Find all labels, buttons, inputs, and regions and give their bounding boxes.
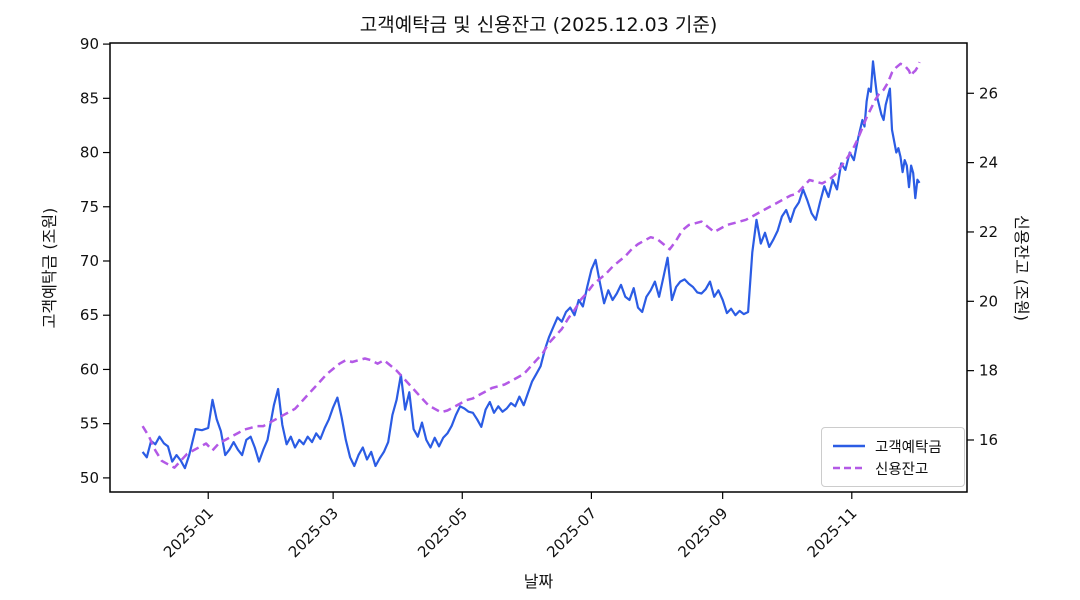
deposit-line (141, 60, 921, 470)
legend-item-credit: 신용잔고 (832, 457, 954, 479)
left-tick-label: 75 (80, 198, 99, 216)
left-tick-label: 70 (80, 252, 99, 270)
x-tick-label: 2025-05 (414, 504, 471, 561)
legend-label-deposit: 고객예탁금 (875, 439, 942, 456)
right-tick-label: 20 (979, 292, 998, 310)
right-tick-label: 26 (979, 84, 998, 102)
x-axis-label: 날짜 (523, 572, 554, 591)
right-tick-label: 24 (979, 154, 998, 172)
x-tick-label: 2025-09 (674, 504, 731, 561)
left-tick-label: 65 (80, 306, 99, 324)
legend: 고객예탁금 신용잔고 (821, 427, 965, 487)
legend-label-credit: 신용잔고 (875, 461, 929, 478)
chart-title: 고객예탁금 및 신용잔고 (2025.12.03 기준) (359, 14, 718, 36)
x-tick-label: 2025-07 (543, 504, 600, 561)
x-tick-label: 2025-01 (160, 504, 217, 561)
x-tick-label: 2025-11 (804, 504, 861, 561)
credit-line-swatch-icon (833, 466, 865, 470)
left-tick-label: 60 (80, 360, 99, 378)
axes-spines (109, 42, 968, 493)
right-tick-label: 16 (979, 431, 998, 449)
left-tick-label: 90 (80, 35, 99, 53)
x-tick-label: 2025-03 (285, 504, 342, 561)
y-axis-label-right: 신용잔고 (조원) (1012, 215, 1031, 321)
left-tick-label: 55 (80, 415, 99, 433)
right-tick-label: 18 (979, 362, 998, 380)
left-tick-label: 80 (80, 144, 99, 162)
deposit-line-swatch-icon (833, 444, 865, 448)
legend-item-deposit: 고객예탁금 (832, 435, 954, 457)
credit-line (141, 61, 921, 469)
y-axis-label-left: 고객예탁금 (조원) (40, 207, 59, 329)
left-tick-label: 50 (80, 469, 99, 487)
right-tick-label: 22 (979, 223, 998, 241)
left-tick-label: 85 (80, 89, 99, 107)
